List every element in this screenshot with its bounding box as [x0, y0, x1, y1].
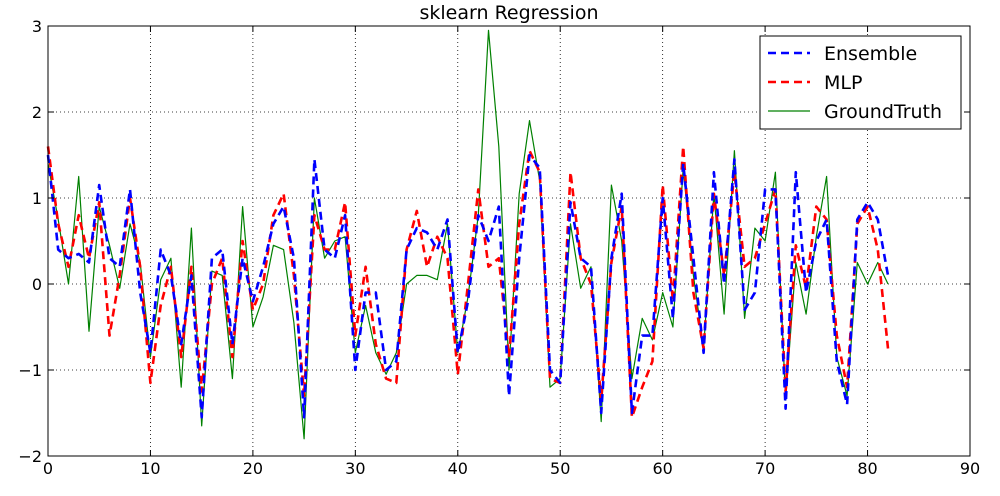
plot-area [46, 29, 890, 440]
series-line-mlp [46, 145, 890, 419]
series-line-ensemble [46, 153, 890, 419]
x-tick-label: 20 [243, 459, 263, 478]
axes-frame [47, 25, 971, 457]
legend-label-groundtruth: GroundTruth [824, 101, 942, 123]
x-tick-label: 50 [550, 459, 570, 478]
x-tick-label: 0 [43, 459, 53, 478]
x-tick-label: 60 [652, 459, 672, 478]
y-tick-label: 2 [32, 103, 42, 122]
x-tick-label: 90 [960, 459, 980, 478]
ticks [47, 25, 971, 457]
legend-label-ensemble: Ensemble [824, 43, 917, 65]
x-tick-label: 80 [857, 459, 877, 478]
x-tick-label: 40 [448, 459, 468, 478]
y-tick-label: 1 [32, 189, 42, 208]
y-tick-label: 0 [32, 275, 42, 294]
series-layer [46, 29, 890, 440]
y-tick-label: −2 [18, 447, 42, 466]
legend: Ensemble MLP GroundTruth [759, 35, 962, 130]
x-tick-label: 30 [345, 459, 365, 478]
y-tick-label: −1 [18, 361, 42, 380]
x-tick-label: 10 [140, 459, 160, 478]
legend-label-mlp: MLP [824, 72, 862, 94]
chart-title: sklearn Regression [420, 2, 599, 24]
y-tick-label: 3 [32, 17, 42, 36]
x-tick-labels: 0 10 20 30 40 50 60 70 80 90 [43, 459, 980, 478]
y-tick-labels: −2 −1 0 1 2 3 [18, 17, 42, 466]
legend-box [759, 35, 962, 130]
x-tick-label: 70 [755, 459, 775, 478]
